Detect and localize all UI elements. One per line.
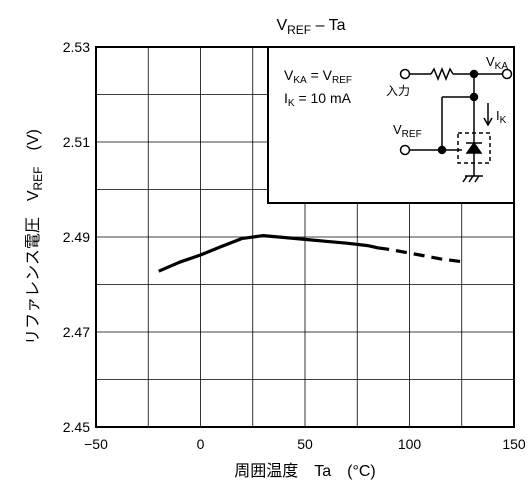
y-tick-labels: 2.45 2.47 2.49 2.51 2.53 (63, 39, 90, 435)
x-tick-label: 50 (297, 436, 313, 452)
x-tick-label: −50 (84, 436, 108, 452)
x-axis-label: 周囲温度 Ta (°C) (234, 462, 376, 480)
y-tick-label: 2.51 (63, 134, 90, 150)
vka-label: VKA (486, 54, 508, 72)
vka-terminal (501, 68, 513, 80)
series-layer (158, 234, 463, 273)
series-line-solid (158, 234, 379, 273)
inset-condition-vka: VKA = VREF (284, 67, 352, 86)
resistor (430, 66, 454, 82)
x-tick-label: 100 (398, 436, 422, 452)
chart-title: VREF – Ta (276, 17, 345, 37)
x-tick-labels: −50 0 50 100 150 (84, 436, 526, 452)
vref-terminal (399, 144, 411, 156)
series-line-dashed (377, 246, 463, 264)
shunt-regulator-symbol (465, 141, 483, 154)
ground-hatch-1 (462, 175, 468, 183)
y-tick-label: 2.49 (63, 229, 90, 245)
input-terminal (399, 68, 411, 80)
inset-condition-ik: IK = 10 mA (284, 90, 352, 109)
input-label: 入力 (386, 84, 410, 98)
circuit-diagram (399, 66, 513, 183)
ground-hatch-2 (468, 175, 474, 183)
x-tick-label: 0 (197, 436, 205, 452)
vref-label: VREF (393, 122, 422, 140)
current-arrow-head (483, 117, 493, 127)
y-tick-label: 2.47 (63, 324, 90, 340)
y-axis-label: リファレンス電圧 VREF (V) (25, 129, 45, 345)
ground-hatch-3 (474, 175, 480, 183)
x-tick-label: 150 (502, 436, 526, 452)
y-tick-label: 2.45 (63, 419, 90, 435)
ik-label: IK (496, 108, 507, 126)
y-tick-label: 2.53 (63, 39, 90, 55)
inset-panel: VKA = VREF IK = 10 mA (267, 46, 515, 204)
